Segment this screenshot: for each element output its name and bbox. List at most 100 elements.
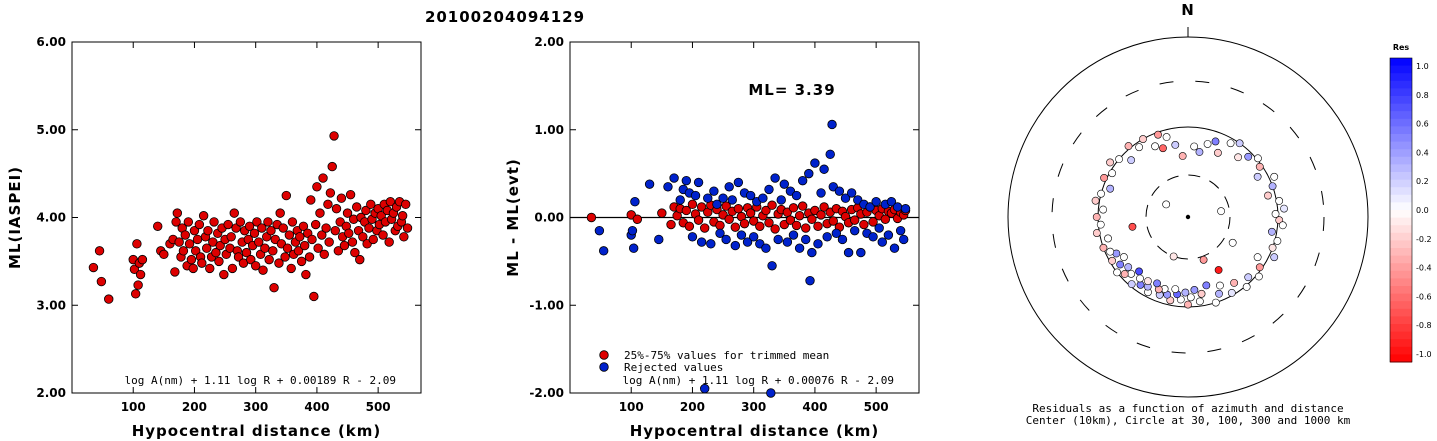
data-point	[834, 186, 845, 196]
data-point	[327, 161, 337, 172]
station-marker	[1270, 253, 1279, 262]
station-marker	[1106, 247, 1115, 256]
data-point	[299, 240, 310, 251]
station-marker	[1234, 153, 1243, 162]
station-marker	[1104, 234, 1112, 243]
ml-annotation: ML= 3.39	[748, 81, 835, 99]
data-point	[788, 203, 799, 213]
data-point	[654, 234, 664, 245]
data-point	[226, 232, 236, 242]
data-point	[263, 217, 273, 227]
data-point	[700, 383, 710, 394]
colorbar-cell	[1390, 324, 1412, 333]
colorbar-cell	[1390, 248, 1412, 257]
data-point	[825, 149, 835, 160]
station-marker	[1127, 269, 1136, 278]
data-point	[632, 214, 643, 224]
colorbar-tick-label: 0.2	[1416, 177, 1429, 186]
colorbar-cell	[1390, 164, 1412, 173]
data-point	[666, 219, 676, 230]
station-marker	[1217, 207, 1225, 216]
colorbar-tick-label: -0.6	[1416, 292, 1432, 301]
y-tick-label: 2.00	[36, 386, 66, 400]
data-point	[868, 217, 878, 227]
data-point	[865, 202, 875, 212]
data-point	[172, 208, 183, 218]
data-point	[684, 221, 695, 231]
data-point	[681, 175, 692, 186]
station-marker	[1162, 133, 1171, 141]
station-marker	[1100, 173, 1109, 182]
data-point	[344, 228, 354, 238]
station-marker	[1153, 279, 1161, 288]
data-point	[278, 223, 288, 233]
station-marker	[1127, 280, 1136, 289]
station-marker	[1202, 281, 1211, 290]
colorbar-cell	[1390, 225, 1412, 234]
y-axis-title: ML - ML(evt)	[504, 158, 522, 276]
data-point	[342, 208, 353, 218]
data-point	[295, 232, 305, 242]
data-point	[202, 243, 212, 253]
station-marker	[1214, 148, 1222, 157]
data-point	[180, 230, 190, 240]
data-point	[235, 217, 246, 227]
station-marker	[1108, 256, 1117, 265]
data-point	[281, 190, 291, 201]
data-point	[782, 237, 793, 247]
data-point	[211, 247, 221, 258]
data-point	[874, 223, 884, 233]
data-point	[385, 197, 396, 207]
data-point	[761, 205, 771, 216]
station-marker	[1116, 260, 1125, 269]
data-point	[895, 225, 906, 236]
x-axis-title: Hypocentral distance (km)	[132, 422, 382, 440]
data-point	[317, 230, 327, 240]
data-point	[586, 212, 597, 223]
station-marker	[1195, 297, 1204, 306]
station-marker	[1135, 143, 1144, 152]
data-point	[189, 225, 200, 236]
data-point	[209, 217, 219, 227]
data-point	[724, 182, 734, 192]
station-marker	[1124, 142, 1133, 150]
data-point	[252, 217, 262, 227]
data-point	[298, 221, 309, 231]
colorbar-cell	[1390, 346, 1412, 355]
colorbar-cell	[1390, 308, 1412, 317]
legend-label-trimmed: 25%-75% values for trimmed mean	[624, 349, 829, 362]
data-point	[816, 188, 826, 198]
y-tick-label: -2.00	[529, 386, 564, 400]
colorbar-tick-label: 0.6	[1416, 120, 1429, 129]
station-marker	[1242, 283, 1251, 291]
data-point	[598, 246, 609, 256]
data-point	[700, 223, 710, 233]
colorbar-cell	[1390, 240, 1412, 249]
data-point	[730, 222, 741, 232]
colorbar-tick-label: -0.2	[1416, 235, 1432, 244]
data-point	[663, 182, 673, 192]
station-marker	[1096, 220, 1105, 229]
data-point	[318, 173, 328, 183]
data-point	[198, 211, 209, 221]
data-point	[712, 199, 722, 210]
data-point	[709, 186, 719, 196]
colorbar-cell	[1390, 118, 1412, 127]
data-point	[203, 225, 213, 236]
data-point	[400, 199, 411, 210]
data-point	[315, 208, 325, 218]
data-point	[657, 208, 667, 218]
y-tick-label: 6.00	[36, 35, 66, 49]
data-point	[770, 224, 780, 234]
data-point	[767, 261, 777, 271]
colorbar-cell	[1390, 301, 1412, 310]
x-axis-title: Hypocentral distance (km)	[630, 422, 880, 440]
data-point	[791, 220, 802, 231]
data-point	[767, 200, 777, 210]
center-point	[1185, 214, 1191, 220]
colorbar-cell	[1390, 331, 1412, 340]
data-point	[880, 214, 891, 224]
data-point	[345, 189, 356, 200]
data-point	[358, 232, 368, 242]
